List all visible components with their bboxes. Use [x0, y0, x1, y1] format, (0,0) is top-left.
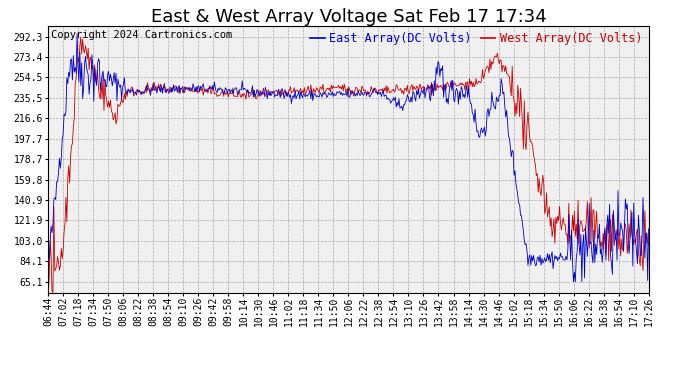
Text: Copyright 2024 Cartronics.com: Copyright 2024 Cartronics.com	[51, 30, 233, 40]
Title: East & West Array Voltage Sat Feb 17 17:34: East & West Array Voltage Sat Feb 17 17:…	[150, 8, 546, 26]
Legend: East Array(DC Volts), West Array(DC Volts): East Array(DC Volts), West Array(DC Volt…	[310, 32, 642, 45]
